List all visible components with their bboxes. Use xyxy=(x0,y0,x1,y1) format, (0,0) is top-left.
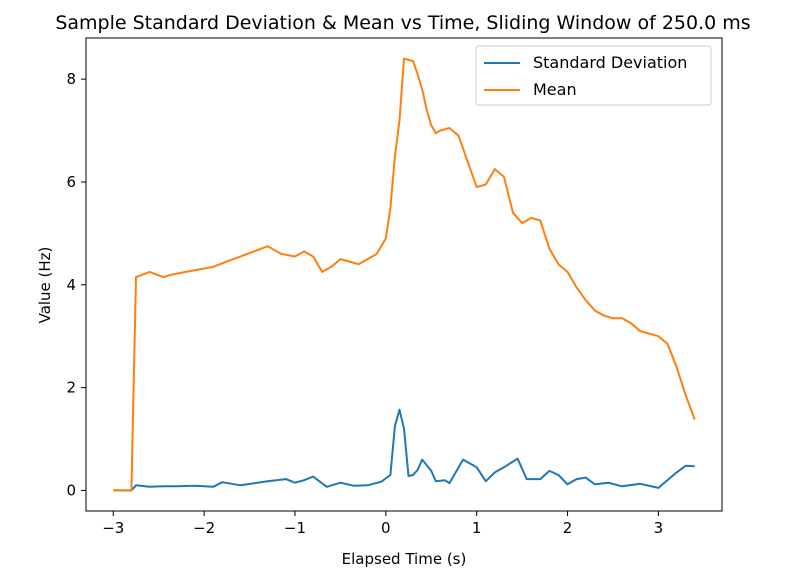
x-tick-label: −1 xyxy=(284,519,306,537)
x-tick-label: 3 xyxy=(654,519,664,537)
plot-frame xyxy=(85,37,723,512)
series-line-0 xyxy=(113,408,695,492)
legend-label-0: Standard Deviation xyxy=(533,53,687,72)
legend-box xyxy=(475,45,712,106)
y-tick-label: 0 xyxy=(66,481,76,499)
plot-area xyxy=(85,37,723,512)
legend-label-1: Mean xyxy=(533,80,577,99)
series-lines xyxy=(113,57,696,492)
x-tick-label: −3 xyxy=(102,519,124,537)
x-tick-label: 2 xyxy=(563,519,573,537)
x-tick-label: 1 xyxy=(472,519,482,537)
x-axis-label: Elapsed Time (s) xyxy=(342,550,467,568)
y-tick-label: 2 xyxy=(66,379,76,397)
y-tick-label: 4 xyxy=(66,276,76,294)
y-tick-label: 8 xyxy=(66,70,76,88)
legend: Standard Deviation Mean xyxy=(475,45,712,106)
chart-title: Sample Standard Deviation & Mean vs Time… xyxy=(55,12,750,34)
y-axis-label: Value (Hz) xyxy=(36,247,54,324)
x-tick-label: −2 xyxy=(193,519,215,537)
axis-ticks: −3 −2 −1 0 1 2 3 0 2 4 6 8 xyxy=(66,70,663,537)
x-tick-label: 0 xyxy=(381,519,391,537)
series-line-1 xyxy=(113,57,696,492)
y-tick-label: 6 xyxy=(66,173,76,191)
